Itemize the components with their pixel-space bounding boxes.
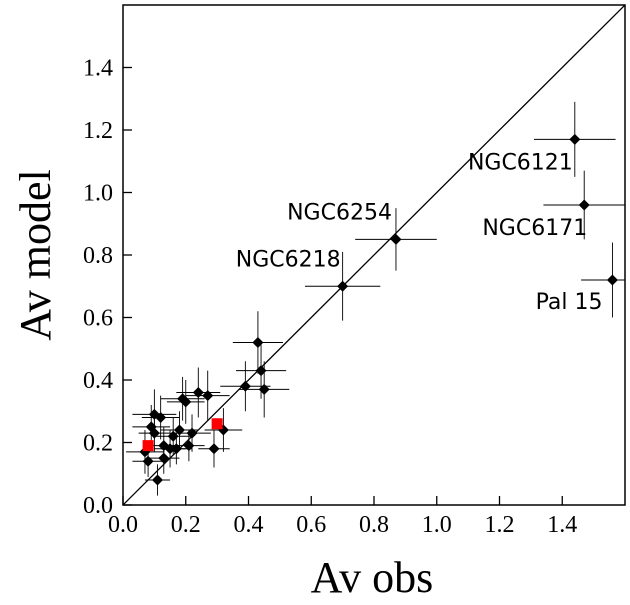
plot-area: [123, 5, 625, 505]
y-tick-label: 1.0: [83, 181, 113, 207]
data-point: [152, 474, 164, 486]
plot-content: NGC6218 NGC6254 NGC6121 NGC6171 Pal 15: [122, 4, 626, 506]
y-tick-label: 1.2: [83, 118, 113, 144]
data-point: [167, 430, 179, 442]
data-point: [390, 233, 402, 245]
data-point: [180, 396, 192, 408]
x-tick-label: 0.6: [296, 512, 326, 538]
x-tick-label: 1.4: [547, 512, 577, 538]
data-point: [192, 387, 204, 398]
y-tick-label: 0.2: [83, 431, 113, 457]
point-label: NGC6254: [287, 200, 392, 225]
point-label: NGC6218: [236, 247, 341, 272]
data-point: [578, 199, 590, 211]
highlight-point: [211, 418, 223, 430]
data-point: [142, 455, 154, 467]
highlight-point: [142, 440, 154, 452]
data-point: [239, 380, 251, 392]
y-axis-title: Av model: [11, 169, 60, 341]
data-point: [148, 427, 160, 439]
data-point: [164, 443, 176, 455]
data-point: [202, 390, 214, 402]
x-tick-label: 1.2: [485, 512, 515, 538]
data-point: [569, 133, 581, 145]
data-point: [155, 412, 167, 423]
x-axis-title: Av obs: [311, 553, 434, 602]
point-label: NGC6121: [468, 150, 573, 175]
data-point: [208, 443, 220, 455]
x-tick-label: 0.2: [171, 512, 201, 538]
x-axis-ticks: 0.0 0.2 0.4 0.6 0.8 1.0 1.2 1.4: [108, 496, 577, 538]
data-point: [186, 427, 198, 439]
data-point: [255, 365, 267, 377]
data-point: [173, 424, 185, 436]
x-tick-label: 0.8: [359, 512, 389, 538]
data-point: [158, 452, 170, 464]
point-label: Pal 15: [536, 290, 603, 315]
point-label: NGC6171: [482, 216, 587, 241]
x-tick-label: 0.0: [108, 512, 138, 538]
x-tick-label: 1.0: [422, 512, 452, 538]
data-point: [183, 440, 195, 452]
data-point: [170, 443, 182, 455]
data-point: [252, 337, 264, 348]
y-axis-ticks: 0.0 0.2 0.4 0.6 0.8 1.0 1.2 1.4: [83, 56, 132, 519]
y-tick-label: 0.8: [83, 243, 113, 269]
data-point: [606, 274, 618, 286]
y-tick-label: 0.0: [83, 493, 113, 519]
y-tick-label: 0.4: [83, 368, 113, 394]
identity-line: [123, 5, 625, 505]
x-tick-label: 0.4: [234, 512, 264, 538]
y-tick-label: 1.4: [83, 56, 113, 82]
data-point: [337, 280, 349, 292]
data-point: [258, 383, 270, 395]
y-tick-label: 0.6: [83, 306, 113, 332]
